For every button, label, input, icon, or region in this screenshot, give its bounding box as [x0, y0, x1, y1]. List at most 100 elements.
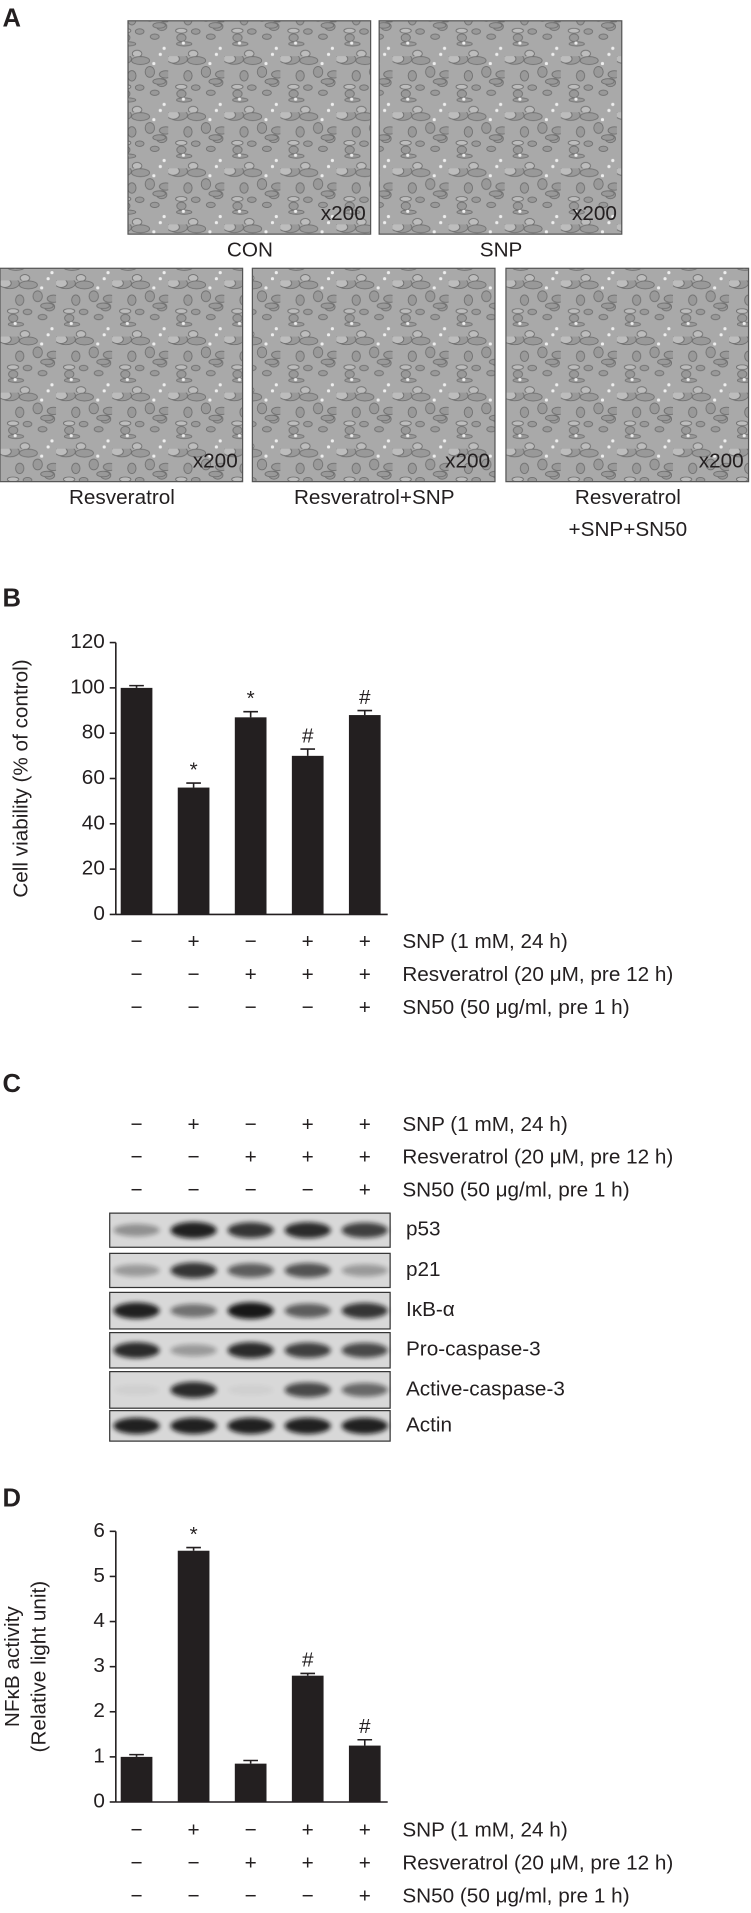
error-bar [300, 1672, 316, 1676]
magnification-label: x200 [321, 202, 366, 225]
treatment-label: Resveratrol (20 μM, pre 12 h) [402, 963, 673, 986]
blot-band [227, 1222, 274, 1239]
y-axis-label: NFκB activity [1, 1606, 24, 1728]
y-tick-label: 0 [93, 1789, 105, 1812]
error-bar [243, 710, 258, 718]
magnification-label: x200 [445, 450, 490, 473]
y-tick-label: 5 [93, 1564, 105, 1587]
treatment-sign: + [359, 1819, 371, 1842]
y-tick-label: 1 [93, 1744, 105, 1767]
image-label: +SNP+SN50 [569, 518, 688, 541]
treatment-sign: − [302, 1179, 314, 1202]
treatment-label: SN50 (50 μg/ml, pre 1 h) [402, 1885, 629, 1908]
treatment-sign: − [245, 1885, 257, 1908]
treatment-sign: − [302, 1885, 314, 1908]
treatment-sign: − [130, 1819, 142, 1842]
y-tick-label: 0 [93, 902, 105, 925]
treatment-sign: + [359, 1885, 371, 1908]
micrograph [378, 20, 623, 235]
treatment-sign: + [245, 963, 257, 986]
treatment-label: Resveratrol (20 μM, pre 12 h) [402, 1146, 673, 1169]
blot-band [170, 1344, 217, 1357]
blot-band [341, 1383, 388, 1397]
treatment-sign: − [188, 996, 200, 1019]
y-tick-label: 3 [93, 1654, 105, 1677]
magnification-label: x200 [193, 450, 238, 473]
treatment-sign: + [302, 1819, 314, 1842]
blot-band [341, 1417, 388, 1435]
micrograph [251, 267, 496, 483]
treatment-sign: − [130, 996, 142, 1019]
blot-band [170, 1262, 217, 1279]
blot-band [170, 1417, 217, 1435]
y-axis-label: (Relative light unit) [28, 1581, 51, 1753]
blot-band [341, 1264, 388, 1277]
band-label: Actin [406, 1413, 452, 1436]
treatment-sign: − [245, 930, 257, 953]
treatment-label: SNP (1 mM, 24 h) [402, 1819, 567, 1842]
blot-band [227, 1384, 274, 1395]
image-label: Resveratrol+SNP [294, 486, 455, 509]
bar [177, 1550, 210, 1802]
error-bar [129, 684, 144, 688]
blot-band [227, 1417, 274, 1435]
blot-band [113, 1417, 160, 1435]
image-label: SNP [480, 239, 523, 262]
annotation: # [302, 724, 314, 747]
treatment-sign: − [130, 1113, 142, 1136]
treatment-label: SNP (1 mM, 24 h) [402, 1113, 567, 1136]
treatment-sign: − [130, 1885, 142, 1908]
treatment-sign: + [359, 1113, 371, 1136]
treatment-sign: + [302, 1146, 314, 1169]
y-tick-label: 120 [70, 630, 105, 653]
blot-band [284, 1303, 331, 1318]
error-bar [186, 782, 201, 788]
blot-band [284, 1417, 331, 1435]
treatment-sign: + [245, 1852, 257, 1875]
y-tick-label: 6 [93, 1519, 105, 1542]
blot-band [284, 1222, 331, 1239]
bar [177, 787, 210, 915]
band-label: IκB-α [406, 1298, 455, 1321]
treatment-sign: + [359, 996, 371, 1019]
micrograph [505, 267, 750, 483]
micrograph [127, 20, 372, 235]
blot-band [170, 1381, 217, 1398]
annotation: * [190, 1523, 198, 1546]
error-bar [357, 1738, 373, 1746]
treatment-sign: + [188, 930, 200, 953]
treatment-sign: + [188, 1113, 200, 1136]
blot-band [113, 1224, 160, 1237]
y-tick-label: 60 [82, 766, 105, 789]
blot-band [341, 1302, 388, 1319]
error-bar [300, 748, 316, 756]
treatment-sign: + [302, 1852, 314, 1875]
treatment-sign: − [130, 1852, 142, 1875]
blot-band [113, 1384, 160, 1395]
bar [234, 1763, 267, 1802]
y-tick-label: 2 [93, 1699, 105, 1722]
magnification-label: x200 [572, 202, 617, 225]
y-axis-label: Cell viability (% of control) [9, 659, 32, 897]
error-bar [357, 709, 373, 716]
micrograph [0, 267, 244, 483]
treatment-sign: + [359, 930, 371, 953]
error-bar [243, 1759, 258, 1764]
blot-band [284, 1382, 331, 1398]
blot-band [170, 1222, 217, 1239]
blot-band [113, 1264, 160, 1277]
treatment-sign: − [188, 1146, 200, 1169]
treatment-sign: + [359, 1146, 371, 1169]
treatment-sign: − [245, 1819, 257, 1842]
treatment-sign: − [130, 930, 142, 953]
treatment-sign: + [359, 1852, 371, 1875]
bar [348, 715, 381, 915]
panel-label: C [2, 1070, 20, 1098]
y-tick-label: 4 [93, 1609, 105, 1632]
bar [234, 717, 267, 915]
treatment-sign: + [188, 1819, 200, 1842]
treatment-label: SN50 (50 μg/ml, pre 1 h) [402, 996, 629, 1019]
annotation: # [359, 1715, 371, 1738]
treatment-sign: + [302, 930, 314, 953]
